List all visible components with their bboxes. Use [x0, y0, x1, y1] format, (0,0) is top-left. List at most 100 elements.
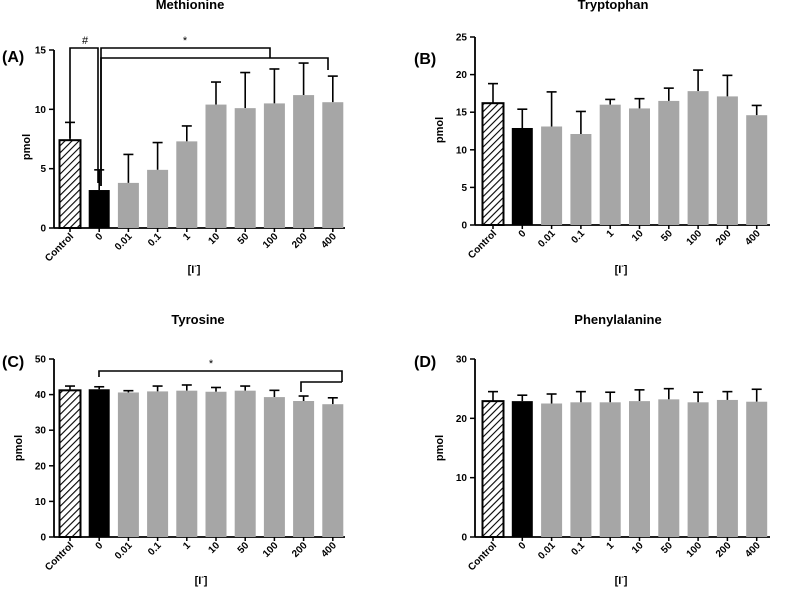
- bar: [687, 91, 709, 225]
- panel-label: (B): [414, 51, 436, 68]
- x-tick-label: 400: [743, 540, 763, 560]
- bar: [58, 139, 82, 229]
- x-tick-label: 100: [261, 540, 281, 560]
- x-tick-label: 100: [685, 228, 705, 248]
- chart-title: Tryptophan: [578, 0, 649, 12]
- bar: [746, 115, 768, 225]
- y-tick-label: 50: [35, 355, 47, 366]
- x-tick-label: 400: [319, 231, 339, 251]
- bar: [263, 103, 285, 228]
- x-tick-label: 400: [743, 228, 763, 248]
- bar: [658, 100, 680, 225]
- x-axis-label: [I-]: [188, 263, 201, 276]
- bar: [263, 397, 285, 537]
- x-tick-label: 1: [605, 540, 617, 552]
- y-tick-label: 20: [35, 461, 47, 472]
- y-tick-label: 15: [35, 46, 47, 57]
- x-tick-label: Control: [466, 540, 499, 573]
- y-tick-label: 5: [40, 164, 46, 175]
- x-tick-label: 100: [261, 231, 281, 251]
- bar: [716, 96, 738, 226]
- bar: [88, 190, 110, 228]
- panel-label: (D): [414, 354, 436, 371]
- bar: [570, 402, 592, 537]
- x-tick-label: 0.1: [569, 540, 587, 558]
- bar: [117, 182, 139, 228]
- chart-title: Methionine: [156, 0, 225, 12]
- bar: [541, 403, 563, 537]
- y-axis-label: pmol: [21, 134, 33, 160]
- y-tick-label: 15: [456, 108, 468, 119]
- y-tick-label: 0: [461, 533, 467, 544]
- x-tick-label: 200: [714, 228, 734, 248]
- y-tick-label: 10: [456, 145, 468, 156]
- bar: [147, 391, 169, 537]
- significance-symbol-star: *: [209, 358, 214, 370]
- y-tick-label: 30: [456, 355, 468, 366]
- y-tick-label: 10: [35, 497, 47, 508]
- panel-d: (D) Phenylalanine pmol [I-] 0 10 20 30 Contr…: [414, 312, 770, 587]
- x-tick-label: 100: [685, 540, 705, 560]
- significance-annotations: [98, 370, 343, 392]
- significance-symbol-star: *: [183, 35, 188, 47]
- bracket-hash: [69, 47, 99, 183]
- x-tick-label: 0.1: [146, 540, 164, 558]
- x-tick-label: 200: [714, 540, 734, 560]
- bar: [570, 134, 592, 225]
- bar: [58, 389, 82, 538]
- y-axis-label: pmol: [13, 435, 25, 461]
- bar: [293, 401, 315, 537]
- bar: [322, 404, 344, 537]
- x-axis-label: [I-]: [615, 263, 628, 276]
- panel-b: (B) Tryptophan pmol [I-] 0510152025Contr…: [414, 0, 770, 276]
- bar: [511, 127, 533, 225]
- panel-label: (A): [2, 49, 24, 66]
- x-tick-label: 50: [659, 228, 675, 244]
- bar: [746, 401, 768, 537]
- x-tick-label: 0.01: [113, 540, 135, 562]
- x-axis-label: [I-]: [615, 574, 628, 587]
- y-tick-label: 0: [461, 221, 467, 232]
- y-tick-label: 20: [456, 414, 468, 425]
- bar: [687, 402, 709, 537]
- x-tick-label: 50: [659, 540, 675, 556]
- bar: [629, 401, 650, 537]
- x-tick-label: 10: [630, 228, 646, 244]
- bar: [205, 104, 227, 228]
- bar: [293, 95, 315, 229]
- bar: [599, 104, 621, 225]
- bar: [176, 390, 198, 537]
- x-tick-label: 0.1: [569, 228, 587, 246]
- bar: [176, 141, 198, 228]
- bracket-star: [98, 370, 343, 382]
- bar: [658, 399, 680, 537]
- x-tick-label: 50: [236, 540, 252, 556]
- x-tick-label: 10: [206, 540, 222, 556]
- bar: [716, 399, 738, 537]
- x-axis-label: [I-]: [195, 574, 208, 587]
- y-tick-label: 20: [456, 70, 468, 81]
- bar: [322, 102, 344, 228]
- x-tick-label: 0.01: [536, 228, 558, 250]
- y-tick-label: 40: [35, 390, 47, 401]
- y-tick-label: 10: [35, 105, 47, 116]
- x-tick-label: Control: [43, 231, 76, 264]
- y-tick-label: 0: [40, 224, 46, 235]
- y-tick-label: 10: [456, 473, 468, 484]
- chart-title: Phenylalanine: [574, 312, 661, 327]
- x-tick-label: 400: [319, 540, 339, 560]
- x-tick-label: 0: [94, 540, 106, 552]
- x-tick-label: Control: [43, 540, 76, 573]
- y-axis-label: pmol: [434, 435, 446, 461]
- x-tick-label: 200: [290, 540, 310, 560]
- x-tick-label: 1: [605, 228, 617, 240]
- bar: [481, 400, 505, 539]
- bar: [541, 126, 563, 225]
- x-tick-label: 1: [181, 540, 193, 552]
- x-tick-label: 0.01: [113, 231, 135, 253]
